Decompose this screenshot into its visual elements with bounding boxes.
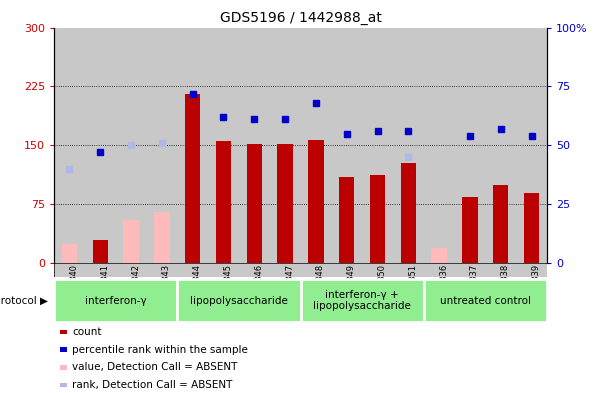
Text: GSM1304837: GSM1304837 (470, 264, 479, 320)
Bar (516, 263, 547, 277)
Bar (93, 240, 108, 263)
Text: GSM1304838: GSM1304838 (501, 264, 510, 320)
Bar (300, 263, 331, 277)
Text: count: count (72, 327, 102, 337)
Bar (246, 144, 262, 263)
Text: GSM1304836: GSM1304836 (439, 264, 448, 320)
Bar (154, 212, 169, 263)
Bar (54, 279, 177, 322)
Bar (115, 263, 147, 277)
Bar (331, 28, 362, 263)
Bar (270, 28, 300, 263)
Text: interferon-γ +
lipopolysaccharide: interferon-γ + lipopolysaccharide (313, 290, 411, 311)
Text: untreated control: untreated control (440, 296, 531, 306)
Text: GSM1304847: GSM1304847 (285, 264, 294, 320)
Bar (147, 263, 177, 277)
Bar (278, 144, 293, 263)
Text: percentile rank within the sample: percentile rank within the sample (72, 345, 248, 355)
Text: GSM1304842: GSM1304842 (131, 264, 140, 320)
Bar (401, 163, 416, 263)
Bar (208, 28, 239, 263)
Bar (524, 193, 539, 263)
Bar (123, 220, 139, 263)
Bar (185, 94, 200, 263)
Bar (177, 263, 208, 277)
Bar (486, 28, 516, 263)
Text: interferon-γ: interferon-γ (85, 296, 147, 306)
Bar (54, 263, 85, 277)
Title: GDS5196 / 1442988_at: GDS5196 / 1442988_at (219, 11, 382, 25)
Bar (432, 248, 447, 263)
Text: GSM1304846: GSM1304846 (254, 264, 263, 320)
Bar (115, 28, 147, 263)
Bar (424, 28, 454, 263)
Bar (424, 263, 454, 277)
Bar (177, 28, 208, 263)
Bar (362, 263, 393, 277)
Bar (486, 263, 516, 277)
Bar (308, 140, 323, 263)
Text: GSM1304851: GSM1304851 (408, 264, 417, 320)
Bar (85, 263, 115, 277)
Text: GSM1304850: GSM1304850 (377, 264, 386, 320)
Text: GSM1304845: GSM1304845 (224, 264, 233, 320)
Bar (208, 263, 239, 277)
Text: rank, Detection Call = ABSENT: rank, Detection Call = ABSENT (72, 380, 233, 390)
Bar (177, 279, 300, 322)
Bar (54, 28, 85, 263)
Bar (216, 141, 231, 263)
Text: GSM1304849: GSM1304849 (347, 264, 356, 320)
Bar (270, 263, 300, 277)
Text: lipopolysaccharide: lipopolysaccharide (190, 296, 288, 306)
Bar (362, 28, 393, 263)
Bar (370, 175, 385, 263)
Text: GSM1304839: GSM1304839 (531, 264, 540, 320)
Text: protocol ▶: protocol ▶ (0, 296, 48, 306)
Bar (393, 263, 424, 277)
Bar (62, 244, 77, 263)
Text: GSM1304843: GSM1304843 (162, 264, 171, 320)
Bar (462, 196, 478, 263)
Bar (239, 263, 270, 277)
Bar (493, 185, 508, 263)
Bar (454, 263, 486, 277)
Bar (85, 28, 115, 263)
Bar (147, 28, 177, 263)
Bar (331, 263, 362, 277)
Text: value, Detection Call = ABSENT: value, Detection Call = ABSENT (72, 362, 237, 373)
Bar (339, 177, 355, 263)
Bar (424, 279, 547, 322)
Bar (454, 28, 486, 263)
Text: GSM1304848: GSM1304848 (316, 264, 325, 320)
Bar (516, 28, 547, 263)
Text: GSM1304840: GSM1304840 (70, 264, 79, 320)
Bar (300, 279, 424, 322)
Text: GSM1304844: GSM1304844 (193, 264, 202, 320)
Text: GSM1304841: GSM1304841 (100, 264, 109, 320)
Bar (393, 28, 424, 263)
Bar (300, 28, 331, 263)
Bar (239, 28, 270, 263)
